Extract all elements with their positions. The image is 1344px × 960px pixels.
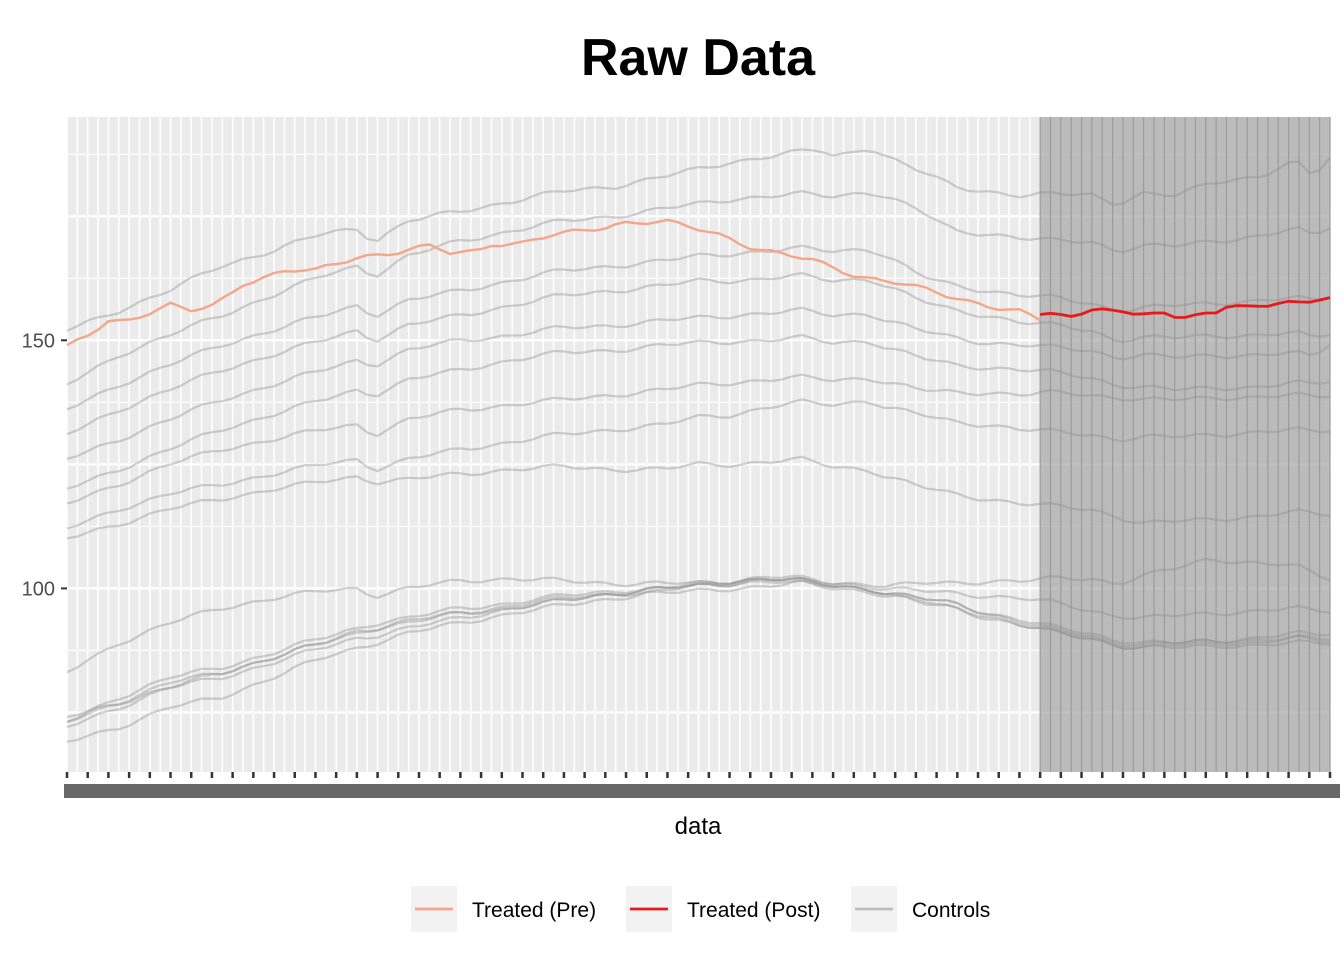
x-axis-title: data	[675, 813, 722, 840]
control-series-line	[66, 271, 1331, 436]
control-series-line	[66, 148, 1331, 332]
series-lines	[66, 148, 1331, 743]
treated-post-line	[1039, 296, 1331, 319]
y-tick-label: 100	[22, 578, 55, 600]
control-series-line	[66, 373, 1331, 505]
control-series-line	[66, 333, 1331, 490]
control-series-line	[66, 455, 1331, 540]
x-tick-label-overlap	[64, 784, 1340, 798]
control-series-line	[66, 189, 1331, 386]
control-series-line	[66, 579, 1331, 718]
y-tick-label: 150	[22, 330, 55, 352]
control-series-line	[66, 574, 1331, 743]
y-axis: 100 150	[22, 330, 67, 600]
control-series-line	[66, 576, 1331, 723]
legend-label: Controls	[912, 899, 990, 922]
control-series-line	[66, 576, 1331, 728]
control-series-line	[66, 579, 1331, 723]
legend-item: Treated (Pre)	[411, 886, 596, 932]
legend-item: Treated (Post)	[626, 886, 820, 932]
legend-item: Controls	[851, 886, 990, 932]
control-series-line	[66, 398, 1331, 530]
x-axis	[64, 772, 1340, 798]
legend-label: Treated (Post)	[687, 899, 820, 922]
legend-label: Treated (Pre)	[472, 899, 596, 922]
treated-pre-line	[66, 218, 1041, 347]
control-series-line	[66, 306, 1331, 460]
legend: Treated (Pre) Treated (Post) Controls	[411, 886, 990, 932]
chart-title: Raw Data	[580, 29, 816, 87]
post-period-grid	[1039, 117, 1331, 772]
control-series-line	[66, 557, 1331, 674]
